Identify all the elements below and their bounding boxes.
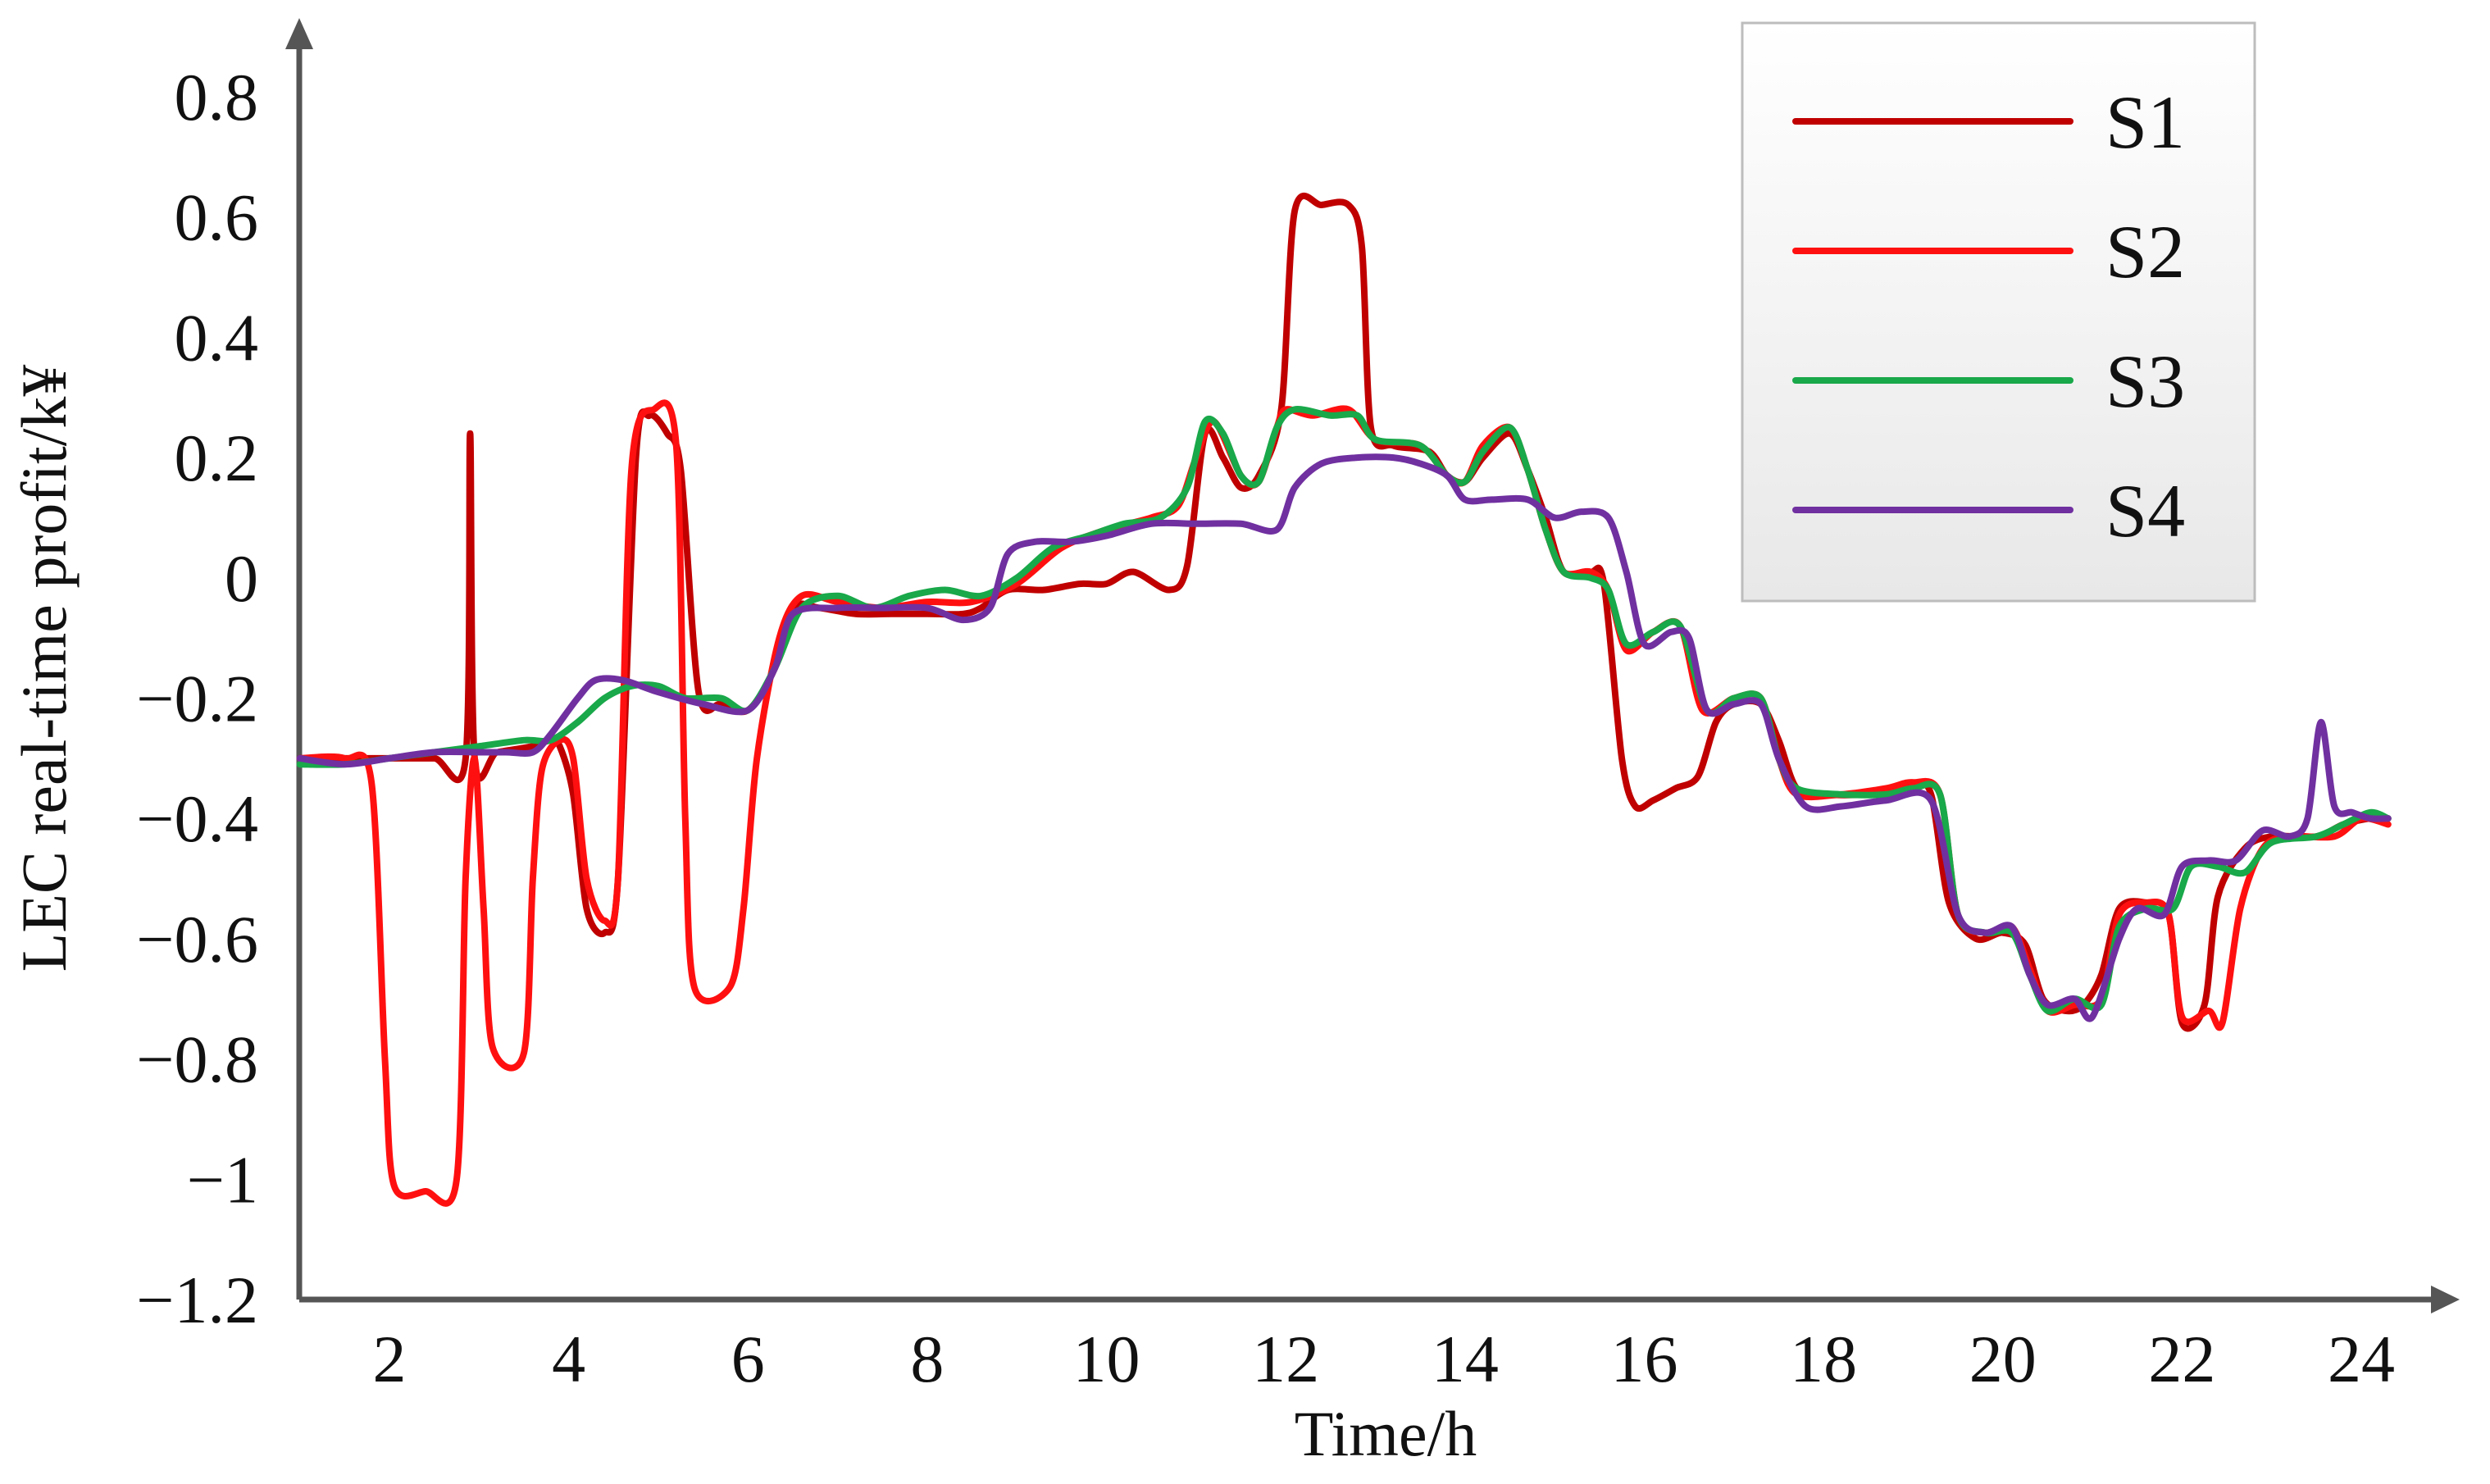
x-tick-label: 8 — [910, 1322, 944, 1396]
series-line-s4 — [296, 453, 2392, 1022]
x-tick-label: 4 — [552, 1322, 585, 1396]
x-tick-labels: 2 4 6 8 10 12 14 16 18 20 22 24 — [373, 1322, 2396, 1396]
y-tick-label: 0 — [225, 541, 258, 616]
x-axis-title: Time/h — [1295, 1398, 1477, 1469]
x-tick-label: 16 — [1610, 1322, 1677, 1396]
x-tick-label: 12 — [1252, 1322, 1319, 1396]
x-axis-arrowhead — [2431, 1286, 2460, 1313]
legend: S1 S2 S3 S4 — [1741, 21, 2256, 603]
y-axis-arrowhead — [285, 18, 313, 49]
legend-label-s2: S2 — [2105, 210, 2185, 294]
y-tick-label: −0.4 — [136, 781, 258, 856]
y-tick-label: 0.8 — [175, 60, 259, 134]
x-tick-label: 24 — [2328, 1322, 2395, 1396]
series-line-s1 — [296, 193, 2392, 1032]
y-tick-label: −0.2 — [136, 662, 258, 736]
y-tick-label: −0.8 — [136, 1022, 258, 1097]
y-tick-label: 0.2 — [175, 421, 259, 495]
x-tick-label: 14 — [1432, 1322, 1499, 1396]
y-tick-label: −1 — [187, 1142, 258, 1217]
x-tick-label: 20 — [1969, 1322, 2037, 1396]
y-axis-title: LEC real-time profit/k¥ — [8, 365, 80, 972]
legend-label-s3: S3 — [2105, 339, 2185, 423]
y-tick-label: 0.6 — [175, 180, 259, 255]
x-tick-label: 18 — [1790, 1322, 1857, 1396]
y-tick-label: 0.4 — [175, 300, 259, 375]
x-tick-label: 6 — [731, 1322, 765, 1396]
legend-label-s4: S4 — [2105, 469, 2185, 553]
legend-label-s1: S1 — [2105, 80, 2185, 164]
x-tick-label: 22 — [2148, 1322, 2215, 1396]
axes-group — [285, 18, 2460, 1313]
y-tick-label: −0.6 — [136, 902, 258, 976]
y-tick-label: −1.2 — [136, 1263, 258, 1337]
x-tick-label: 10 — [1073, 1322, 1140, 1396]
y-tick-labels: 0.8 0.6 0.4 0.2 0 −0.2 −0.4 −0.6 −0.8 −1 −1.2 — [136, 60, 258, 1337]
x-tick-label: 2 — [373, 1322, 407, 1396]
series-group — [296, 193, 2392, 1207]
